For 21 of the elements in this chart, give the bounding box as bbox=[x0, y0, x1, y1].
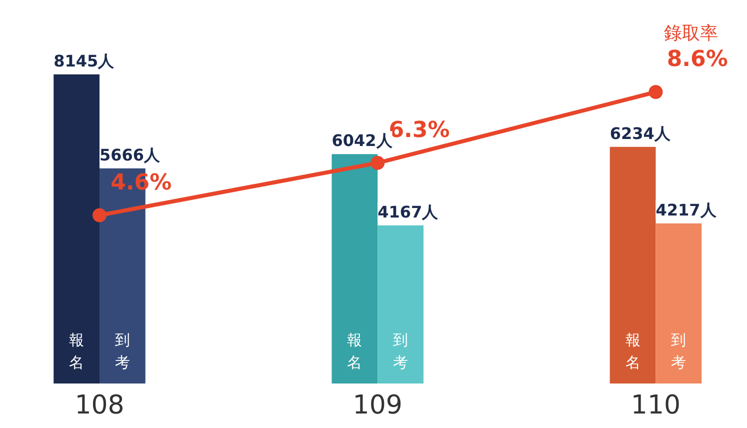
bar bbox=[378, 225, 424, 384]
text: 報名 bbox=[625, 331, 640, 372]
bar bbox=[610, 146, 656, 384]
text: 報名 bbox=[347, 331, 362, 372]
data-label: 8145人 bbox=[54, 51, 116, 70]
data-label: 4167人 bbox=[378, 202, 440, 222]
bar bbox=[332, 154, 378, 384]
bar bbox=[656, 223, 702, 384]
text: 錄取率 bbox=[664, 23, 718, 44]
series-label: 報名 bbox=[69, 331, 84, 372]
x-tick-label: 109 bbox=[352, 390, 402, 420]
x-tick-label: 110 bbox=[630, 390, 681, 420]
x-tick-label: 108 bbox=[74, 390, 124, 420]
data-label: 4217人 bbox=[656, 200, 718, 220]
bar bbox=[54, 74, 100, 384]
data-label: 8.6% bbox=[666, 47, 728, 72]
data-label: 6234人 bbox=[610, 124, 672, 143]
text: 到考 bbox=[671, 331, 686, 372]
series-label: 到考 bbox=[114, 331, 130, 372]
data-label: 5666人 bbox=[100, 145, 162, 164]
text: 到考 bbox=[393, 331, 408, 372]
